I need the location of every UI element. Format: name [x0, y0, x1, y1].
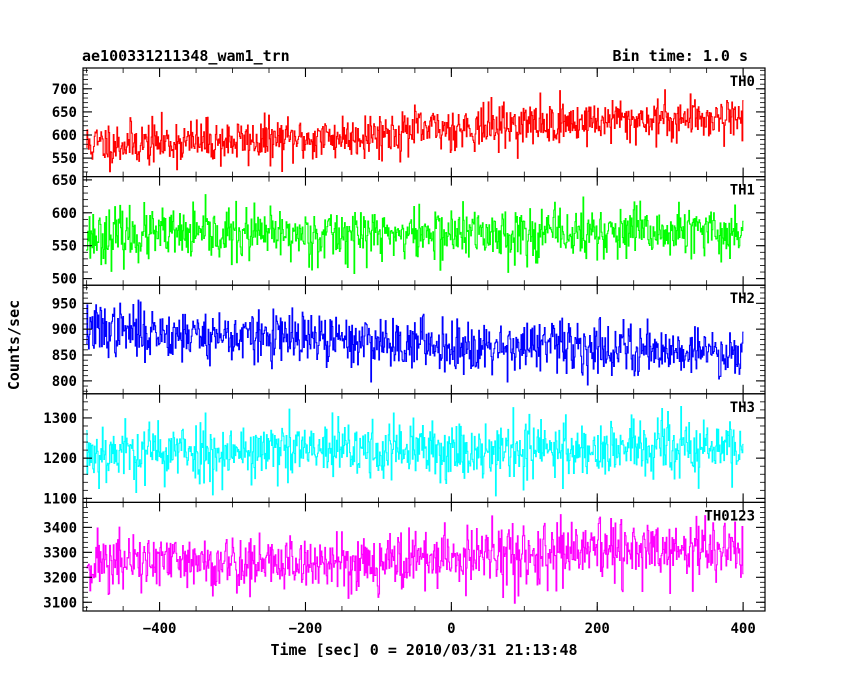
y-tick-label: 700 — [52, 82, 77, 98]
x-tick-label: 200 — [585, 621, 610, 637]
panel-th2: 800 850 900 950 TH2 — [52, 284, 766, 395]
y-tick-label: 550 — [52, 151, 77, 167]
y-tick-label: 3400 — [43, 520, 77, 536]
y-tick-label: 1200 — [43, 451, 77, 467]
series-line-th3 — [86, 406, 744, 497]
panel-th3: 1100 1200 1300 TH3 — [43, 393, 766, 507]
y-tick-label: 650 — [52, 173, 77, 189]
series-line-th0123 — [86, 514, 744, 604]
x-tick-label: 0 — [447, 621, 455, 637]
panel-label-th3: TH3 — [730, 400, 755, 416]
y-tick-label: 500 — [52, 272, 77, 288]
y-tick-label: 3300 — [43, 545, 77, 561]
x-axis-label: Time [sec] 0 = 2010/03/31 21:13:48 — [270, 641, 577, 659]
x-axis: −400 −200 0 200 400 — [143, 621, 756, 637]
panel-label-th2: TH2 — [730, 291, 755, 307]
panel-label-th0: TH0 — [730, 74, 755, 90]
x-tick-label: −400 — [143, 621, 177, 637]
y-tick-label: 600 — [52, 206, 77, 222]
x-tick-label: −200 — [289, 621, 323, 637]
y-tick-label: 900 — [52, 322, 77, 338]
y-tick-label: 1100 — [43, 491, 77, 507]
y-tick-label: 550 — [52, 239, 77, 255]
panel-label-th0123: TH0123 — [704, 508, 755, 524]
panel-frame — [82, 501, 766, 612]
y-tick-label: 3100 — [43, 595, 77, 611]
y-axis-label: Counts/sec — [5, 300, 23, 390]
series-line-th1 — [86, 194, 744, 274]
y-tick-label: 950 — [52, 296, 77, 312]
bin-time-label: Bin time: 1.0 s — [613, 47, 748, 65]
y-tick-label: 1300 — [43, 411, 77, 427]
y-tick-label: 3200 — [43, 570, 77, 586]
panels-group: 550 600 650 700 TH0 500 550 600 650 TH1 800 850 900 9… — [43, 67, 766, 612]
y-tick-label: 850 — [52, 348, 77, 364]
panel-th1: 500 550 600 650 TH1 — [52, 173, 766, 288]
panel-th0123: 3100 3200 3300 3400 TH0123 — [43, 501, 766, 612]
y-tick-label: 600 — [52, 128, 77, 144]
panel-th0: 550 600 650 700 TH0 — [52, 67, 766, 178]
x-tick-label: 400 — [730, 621, 755, 637]
panel-label-th1: TH1 — [730, 183, 755, 199]
y-tick-label: 650 — [52, 105, 77, 121]
y-tick-label: 800 — [52, 374, 77, 390]
series-line-th2 — [86, 299, 744, 386]
series-line-th0 — [86, 89, 744, 173]
figure-title: ae100331211348_wam1_trn — [82, 47, 290, 65]
